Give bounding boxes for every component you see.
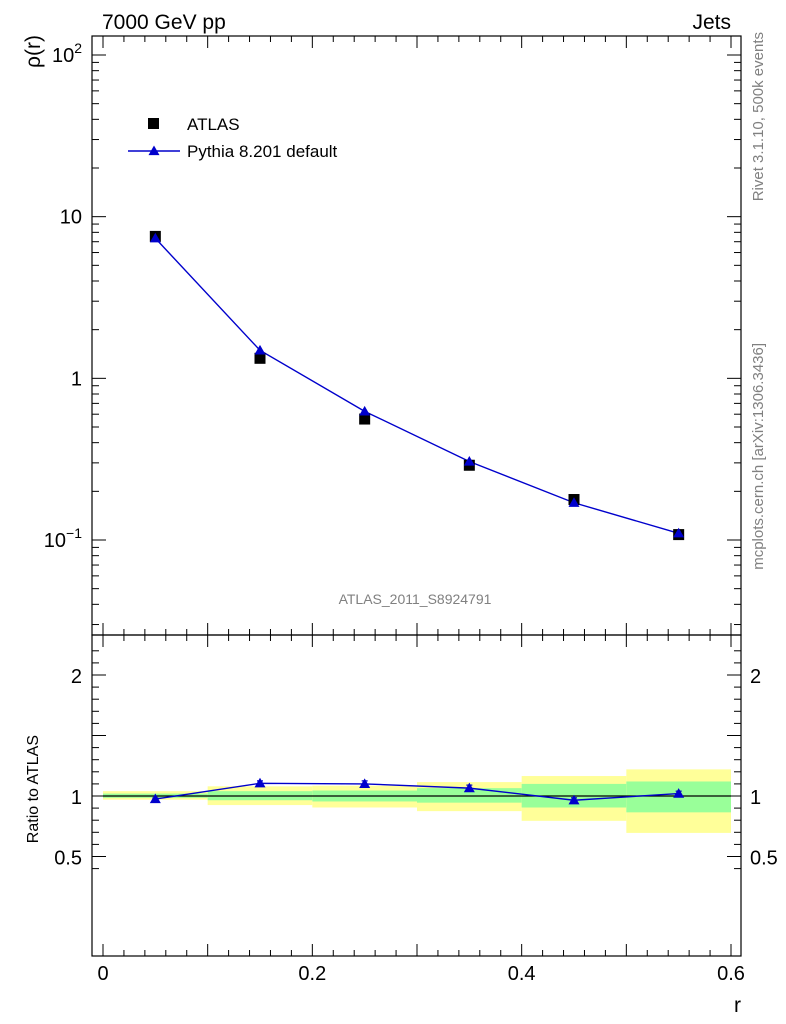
header-left: 7000 GeV pp	[102, 11, 226, 34]
y-tick-label-ratio-l-2: 2	[71, 666, 82, 688]
y-tick-label-upper-0: 10−1	[44, 525, 82, 552]
ratio-line	[155, 782, 679, 801]
atlas-point-2	[359, 413, 371, 425]
y-tick-label-ratio-r-2: 2	[750, 666, 761, 688]
mc-point-4	[568, 497, 580, 507]
legend-marker-mc	[148, 145, 160, 156]
legend-label-mc: Pythia 8.201 default	[187, 142, 338, 161]
ratio-point-5	[673, 788, 685, 798]
y-tick-label-ratio-r-0: 0.5	[750, 848, 778, 870]
x-tick-label-3: 0.6	[717, 963, 745, 985]
y-tick-label-ratio-r-1: 1	[750, 787, 761, 809]
mc-point-3	[463, 455, 475, 466]
legend-label-atlas: ATLAS	[187, 115, 240, 134]
mc-point-2	[359, 405, 371, 416]
x-axis-label: r	[734, 994, 741, 1017]
ratio-plot-marks	[149, 777, 685, 805]
analysis-label: ATLAS_2011_S8924791	[339, 591, 492, 607]
y-tick-label-upper-2: 10	[60, 207, 82, 229]
ratio-point-2	[359, 778, 371, 789]
mc-point-0	[149, 232, 161, 243]
y-tick-label-ratio-l-0: 0.5	[54, 848, 82, 870]
atlas-point-1	[254, 352, 266, 364]
ratio-point-3	[463, 782, 475, 793]
ratio-point-4	[568, 794, 580, 805]
x-tick-label-2: 0.4	[508, 963, 536, 985]
ratio-point-1	[254, 777, 266, 788]
y-tick-label-upper-3: 102	[52, 40, 82, 67]
mc-line	[154, 237, 679, 534]
y-axis-label-ratio: Ratio to ATLAS	[25, 735, 42, 843]
ratio-point-0	[149, 793, 161, 804]
legend-marker-atlas	[148, 118, 159, 129]
ratio-bands	[103, 769, 731, 833]
legend: ATLAS Pythia 8.201 default	[128, 115, 338, 161]
mcplots-label: mcplots.cern.ch [arXiv:1306.3436]	[750, 343, 767, 570]
y-tick-label-ratio-l-1: 1	[71, 787, 82, 809]
y-tick-label-upper-1: 1	[71, 368, 82, 390]
mc-point-1	[254, 344, 266, 355]
mc-point-5	[673, 527, 685, 538]
upper-plot-marks	[149, 230, 685, 541]
x-tick-label-0: 0	[97, 963, 108, 985]
axis-ticks: 0 0.2 0.4 0.6 10−1 1 10 102 0.5 0.5 1 1 2 2	[44, 36, 778, 985]
x-tick-label-1: 0.2	[298, 963, 326, 985]
header-right: Jets	[692, 11, 731, 34]
rivet-label: Rivet 3.1.10, 500k events	[750, 32, 767, 201]
y-axis-label-upper: ρ(r)	[22, 35, 45, 68]
